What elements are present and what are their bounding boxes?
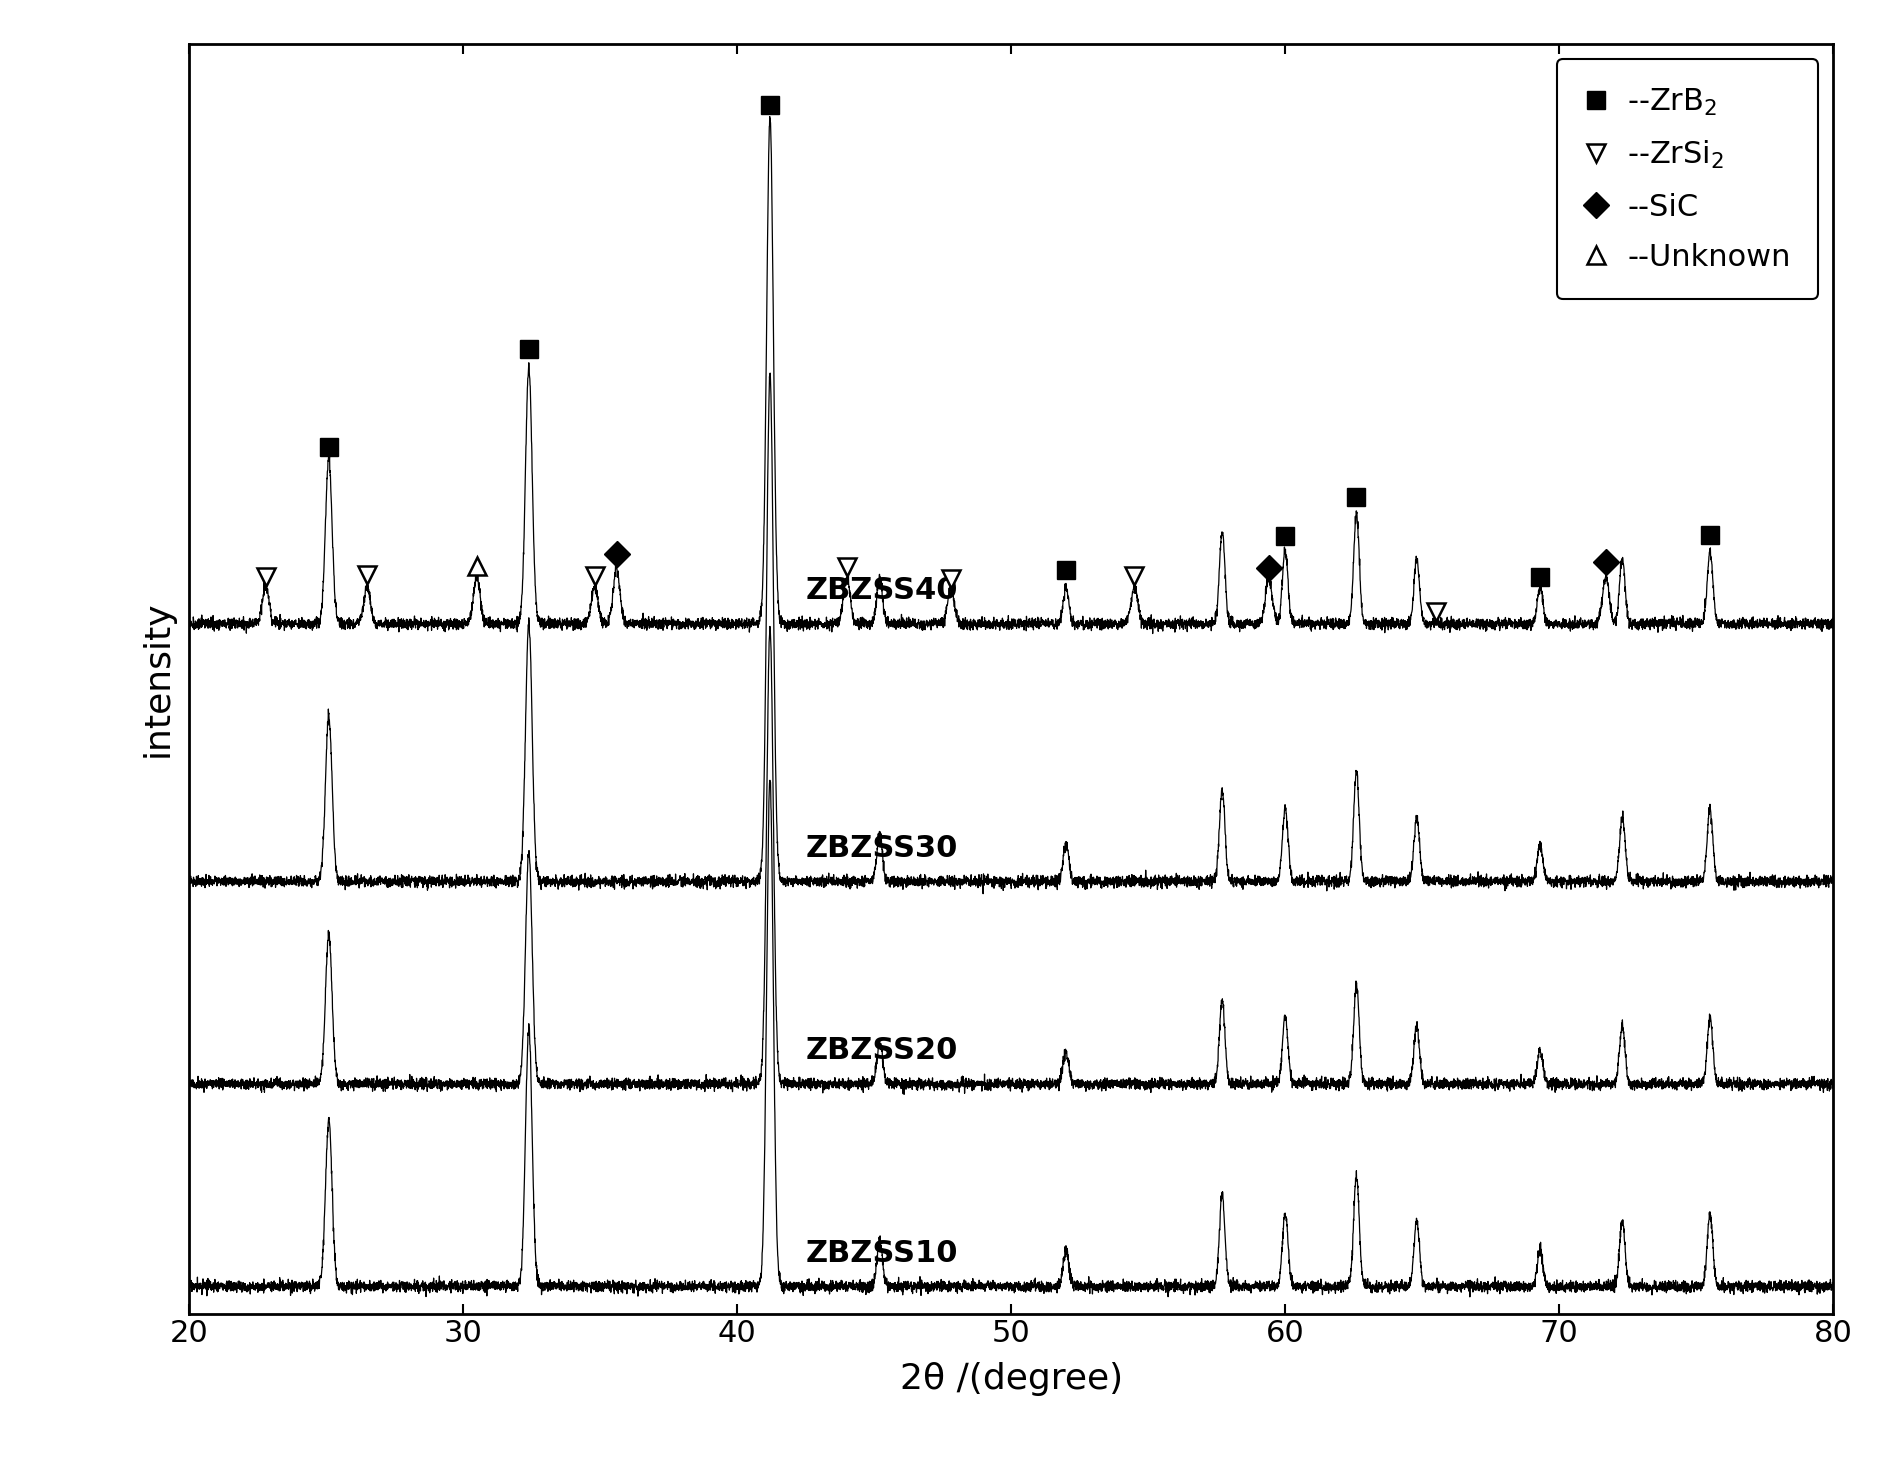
Text: ZBZSS40: ZBZSS40: [805, 577, 958, 606]
Text: ZBZSS30: ZBZSS30: [805, 834, 958, 863]
Legend: --ZrB$_2$, --ZrSi$_2$, --SiC, --Unknown: --ZrB$_2$, --ZrSi$_2$, --SiC, --Unknown: [1557, 58, 1817, 299]
Text: ZBZSS20: ZBZSS20: [805, 1037, 958, 1066]
Text: ZBZSS10: ZBZSS10: [805, 1240, 958, 1267]
Y-axis label: intensity: intensity: [142, 600, 176, 758]
X-axis label: 2θ ∕(degree): 2θ ∕(degree): [899, 1362, 1122, 1396]
